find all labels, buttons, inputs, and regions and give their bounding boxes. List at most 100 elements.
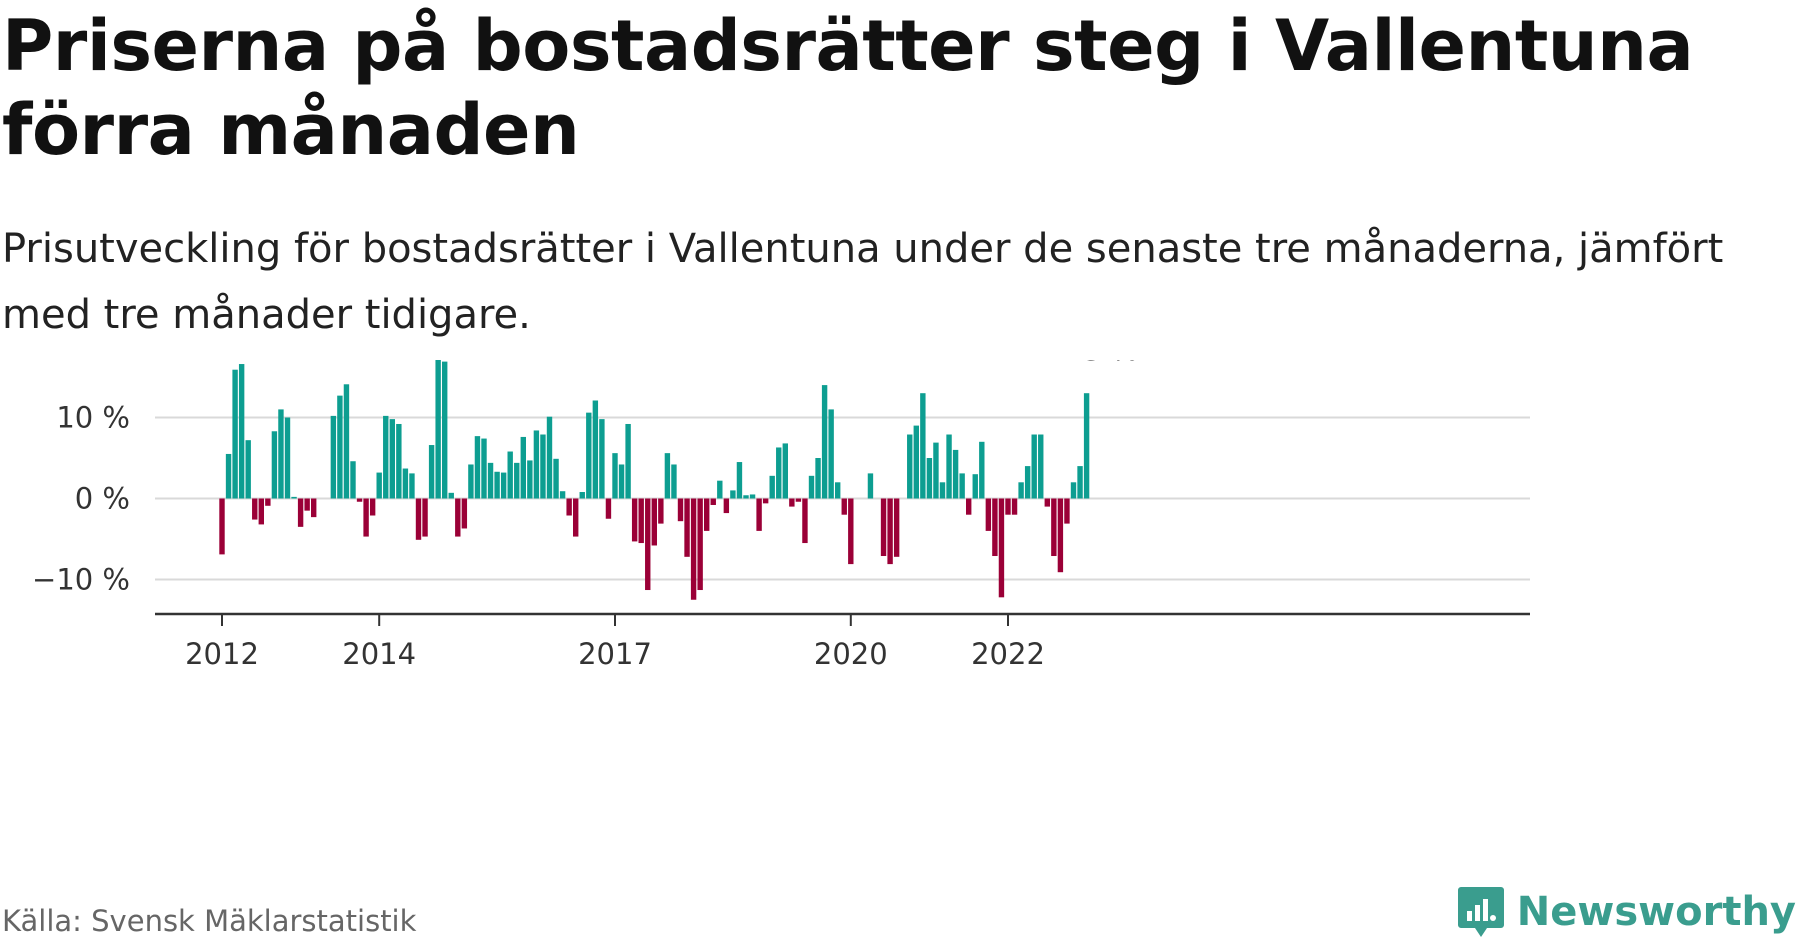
bar <box>533 430 540 499</box>
bar <box>835 482 841 499</box>
bar <box>527 460 533 499</box>
bar <box>553 458 559 499</box>
bar <box>618 464 625 499</box>
bar <box>487 462 494 499</box>
bar <box>749 494 756 499</box>
bar <box>690 498 697 600</box>
bar <box>271 431 278 499</box>
bar <box>887 498 893 565</box>
axes <box>155 612 1530 626</box>
bar <box>442 361 448 499</box>
bar <box>376 472 382 499</box>
bar <box>540 434 546 499</box>
bar <box>468 464 474 499</box>
bar <box>782 443 788 499</box>
bar <box>546 416 553 499</box>
bar <box>520 436 526 499</box>
bar <box>776 447 782 499</box>
labels: 20 %10 %0 %−10 %2012201420172020202213 % <box>32 360 1139 671</box>
bar <box>1038 434 1044 499</box>
bar <box>455 498 461 537</box>
bar <box>559 491 566 499</box>
bar <box>933 442 939 499</box>
bar <box>389 419 395 499</box>
bar <box>278 409 284 499</box>
bar <box>1011 498 1018 515</box>
bar <box>284 417 291 499</box>
bar <box>514 462 520 499</box>
bar <box>481 438 487 499</box>
bar <box>494 471 500 499</box>
bar <box>409 473 415 499</box>
bar <box>939 482 946 499</box>
bar <box>972 474 978 499</box>
bar <box>828 409 834 499</box>
bar <box>337 395 343 499</box>
bar <box>762 498 769 504</box>
newsworthy-logo-icon <box>1457 887 1504 937</box>
bar <box>671 464 677 499</box>
bar <box>736 462 743 499</box>
bar <box>1070 482 1077 499</box>
bar <box>795 498 802 502</box>
bar <box>265 498 271 506</box>
bar <box>1031 434 1037 499</box>
bar <box>1051 498 1057 557</box>
bar <box>605 498 612 519</box>
grid-lines <box>155 416 1530 581</box>
bar <box>684 498 690 557</box>
bar <box>992 498 998 557</box>
bar <box>219 498 225 555</box>
bar <box>1057 498 1064 573</box>
chart-subtitle: Prisutveckling för bostadsrätter i Valle… <box>2 226 1724 338</box>
bar <box>808 475 815 499</box>
bar <box>350 461 356 499</box>
bar <box>920 393 926 499</box>
y-tick-label: −10 % <box>32 563 130 597</box>
x-tick-label: 2022 <box>971 637 1045 671</box>
bar <box>979 441 985 499</box>
bar <box>907 434 913 499</box>
bar <box>638 498 644 544</box>
bar <box>743 495 749 499</box>
bar <box>311 498 317 518</box>
brand-name: Newsworthy <box>1516 889 1796 935</box>
bar <box>926 458 933 499</box>
bar <box>297 498 304 527</box>
bar <box>946 434 952 499</box>
bar <box>848 498 854 565</box>
source-note: Källa: Svensk Mäklarstatistik <box>2 904 417 938</box>
bar <box>717 480 723 499</box>
x-tick-label: 2020 <box>814 637 888 671</box>
bar <box>258 498 264 525</box>
bar <box>396 423 402 499</box>
bar <box>893 498 900 557</box>
bar <box>821 385 828 499</box>
brand-logo: Newsworthy <box>1457 885 1796 939</box>
bar <box>625 423 631 499</box>
bar <box>697 498 703 591</box>
bar <box>383 415 389 499</box>
bar <box>730 490 736 499</box>
y-tick-label: 0 % <box>75 482 130 516</box>
bar <box>704 498 710 531</box>
bar <box>363 498 369 537</box>
bar <box>959 473 965 499</box>
bar <box>612 453 618 499</box>
y-tick-label: 10 % <box>56 401 130 435</box>
bar <box>304 498 310 511</box>
chart-title: Priserna på bostadsrätter steg i Vallent… <box>2 5 1694 171</box>
data-label: 13 % <box>1065 360 1139 367</box>
bar <box>985 498 992 531</box>
bar <box>422 498 428 537</box>
bar <box>913 425 919 499</box>
x-tick-label: 2014 <box>342 637 416 671</box>
bar <box>474 436 481 499</box>
bar <box>631 498 638 542</box>
bar <box>579 492 585 499</box>
bar <box>507 451 513 499</box>
bar <box>952 449 959 499</box>
bar <box>710 498 716 505</box>
bar <box>232 369 238 499</box>
bar <box>841 498 847 515</box>
